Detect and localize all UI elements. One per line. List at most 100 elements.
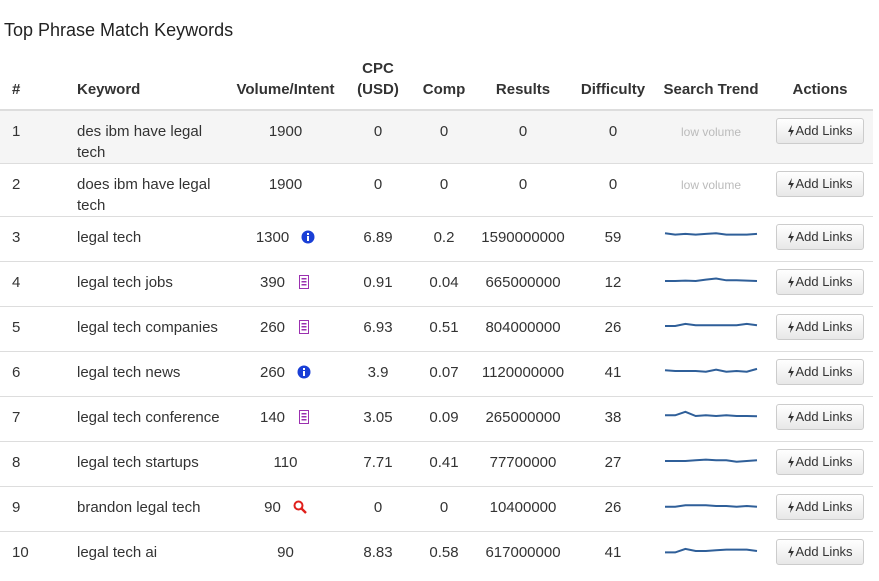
table-body: 1 des ibm have legal tech 1900 0 0 0 0 low volu… [0,109,873,576]
keyword: legal tech ai [77,531,228,576]
comp: 0.09 [413,396,475,442]
comp: 0.04 [413,261,475,307]
add-links-button[interactable]: Add Links [776,494,864,520]
volume: 140 [259,409,286,426]
bolt-icon [788,231,795,243]
sparkline [665,322,758,327]
add-links-button[interactable]: Add Links [776,314,864,340]
button-label: Add Links [795,499,853,514]
volume-cell: 1300 [228,216,343,262]
row-number: 9 [0,486,77,532]
volume-cell: 390 [228,261,343,307]
bolt [788,321,795,333]
table-row: 9 brandon legal tech 90 0 0 10400000 26 Add Lin… [0,486,873,532]
difficulty: 0 [571,163,655,217]
intent-icon [299,320,310,334]
button-label: Add Links [795,364,853,379]
actions-cell: Add Links [767,109,873,164]
row-number: 6 [0,351,77,397]
trend-cell [655,261,767,307]
column-header: CPC (USD) [343,58,413,111]
trend-cell [655,306,767,352]
sparkline [664,232,758,236]
trend-line [665,504,758,508]
results: 617000000 [475,531,571,576]
button-label: Add Links [795,274,853,289]
trend-cell [655,441,767,487]
actions-cell: Add Links [767,216,873,262]
bolt-icon [788,366,795,378]
bolt-icon [788,125,795,137]
volume: 90 [277,544,294,561]
add-links-button[interactable]: Add Links [776,539,864,565]
column-header: Difficulty [571,58,655,111]
comp: 0 [413,109,475,164]
trend-cell: low volume [655,163,767,217]
intent-icon [297,365,311,379]
volume: 390 [259,274,286,291]
add-links-button[interactable]: Add Links [776,118,864,144]
keyword: brandon legal tech [77,486,228,532]
actions-cell: Add Links [767,441,873,487]
comp: 0.41 [413,441,475,487]
add-links-button[interactable]: Add Links [776,269,864,295]
bolt [788,411,795,423]
button-label: Add Links [795,176,853,191]
keyword: legal tech jobs [77,261,228,307]
volume-cell: 260 [228,306,343,352]
bolt-icon [788,546,795,558]
results: 1590000000 [475,216,571,262]
comp: 0 [413,163,475,217]
row-number: 10 [0,531,77,576]
trend-cell [655,486,767,532]
difficulty: 12 [571,261,655,307]
table-header: # Keyword Volume/Intent CPC (USD) Comp Result… [0,58,873,111]
results: 804000000 [475,306,571,352]
keyword: does ibm have legal tech [77,163,228,217]
sparkline [664,367,758,373]
comp: 0.58 [413,531,475,576]
sparkline [665,458,758,463]
difficulty: 26 [571,306,655,352]
difficulty: 27 [571,441,655,487]
header-row: # Keyword Volume/Intent CPC (USD) Comp Result… [0,58,873,111]
keyword: legal tech [77,216,228,262]
button-label: Add Links [795,454,853,469]
commercial-icon-window [301,326,307,328]
add-links-button[interactable]: Add Links [776,449,864,475]
difficulty: 26 [571,486,655,532]
add-links-button[interactable]: Add Links [776,359,864,385]
button-label: Add Links [795,319,853,334]
bolt-icon [788,411,795,423]
cpc: 0.91 [343,261,413,307]
column-header: Volume/Intent [228,58,343,111]
column-header: Comp [413,58,475,111]
difficulty: 38 [571,396,655,442]
comp: 0 [413,486,475,532]
actions-cell: Add Links [767,351,873,397]
add-links-button[interactable]: Add Links [776,171,864,197]
trend-cell: low volume [655,109,767,164]
commercial-icon-window [301,413,307,415]
sparkline [665,504,758,508]
row-number: 8 [0,441,77,487]
button-label: Add Links [795,123,853,138]
info-icon-bar [303,371,306,376]
bolt [788,231,795,243]
button-label: Add Links [795,544,853,559]
trend-cell [655,396,767,442]
row-number: 3 [0,216,77,262]
volume: 1900 [268,123,303,140]
trend-line [664,367,758,373]
comp: 0.51 [413,306,475,352]
volume-cell: 90 [228,486,343,532]
keyword: des ibm have legal tech [77,109,228,164]
add-links-button[interactable]: Add Links [776,224,864,250]
add-links-button[interactable]: Add Links [776,404,864,430]
column-header: # [0,58,77,111]
trend-line [664,232,758,236]
commercial-icon-window [301,278,307,280]
volume: 260 [259,319,286,336]
info-icon-dot [307,233,310,235]
